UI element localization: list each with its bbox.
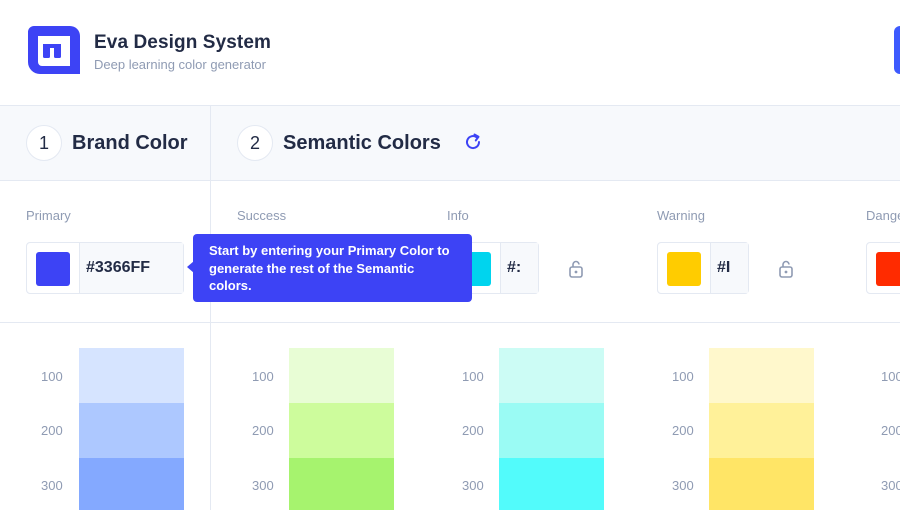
- step-number: 2: [237, 125, 273, 161]
- swatch-cell: [658, 243, 710, 293]
- primary-color-input[interactable]: #3366FF: [26, 242, 184, 294]
- shade-label-100: 100: [462, 369, 484, 384]
- warning-shade-200[interactable]: [709, 403, 814, 458]
- danger-swatch[interactable]: [876, 252, 900, 286]
- shade-label-200: 200: [672, 423, 694, 438]
- danger-color-input[interactable]: [866, 242, 900, 294]
- unlock-icon[interactable]: [778, 260, 794, 278]
- shade-label-200: 200: [252, 423, 274, 438]
- shade-label-300: 300: [881, 478, 900, 493]
- swatch-cell: [27, 243, 79, 293]
- column-label-danger: Dange: [866, 208, 900, 223]
- success-shade-300[interactable]: [289, 458, 394, 510]
- app-subtitle: Deep learning color generator: [94, 57, 266, 72]
- column-label-success: Success: [237, 208, 287, 223]
- success-shade-100[interactable]: [289, 348, 394, 403]
- column-divider: [210, 106, 211, 510]
- step-label: Brand Color: [72, 131, 188, 154]
- refresh-icon[interactable]: [462, 131, 484, 153]
- shade-label-300: 300: [672, 478, 694, 493]
- info-shade-100[interactable]: [499, 348, 604, 403]
- column-label-info: Info: [447, 208, 469, 223]
- shade-label-300: 300: [41, 478, 63, 493]
- shade-label-100: 100: [252, 369, 274, 384]
- shade-label-200: 200: [41, 423, 63, 438]
- swatch-cell: [867, 243, 900, 293]
- info-shade-200[interactable]: [499, 403, 604, 458]
- primary-shade-100[interactable]: [79, 348, 184, 403]
- app-header: Eva Design System Deep learning color ge…: [0, 0, 900, 106]
- tooltip-arrow: [187, 261, 194, 273]
- step-semantic-colors[interactable]: 2 Semantic Colors: [237, 125, 441, 161]
- shade-label-200: 200: [881, 423, 900, 438]
- steps-bar: 1 Brand Color 2 Semantic Colors: [0, 106, 900, 181]
- row-divider: [0, 322, 900, 323]
- shade-label-100: 100: [881, 369, 900, 384]
- primary-shade-300[interactable]: [79, 458, 184, 510]
- primary-hex-field[interactable]: #3366FF: [79, 243, 183, 293]
- shade-label-300: 300: [462, 478, 484, 493]
- warning-shade-300[interactable]: [709, 458, 814, 510]
- header-action-button[interactable]: [894, 26, 900, 74]
- step-number: 1: [26, 125, 62, 161]
- primary-shade-200[interactable]: [79, 403, 184, 458]
- shade-label-100: 100: [41, 369, 63, 384]
- shade-label-300: 300: [252, 478, 274, 493]
- eva-logo-icon[interactable]: [26, 24, 82, 76]
- column-label-warning: Warning: [657, 208, 705, 223]
- shade-label-100: 100: [672, 369, 694, 384]
- unlock-icon[interactable]: [568, 260, 584, 278]
- app-title: Eva Design System: [94, 32, 272, 53]
- warning-hex-field[interactable]: #I: [710, 243, 748, 293]
- warning-shade-100[interactable]: [709, 348, 814, 403]
- info-hex-field[interactable]: #:: [500, 243, 538, 293]
- warning-color-input[interactable]: #I: [657, 242, 749, 294]
- success-shade-200[interactable]: [289, 403, 394, 458]
- shade-label-200: 200: [462, 423, 484, 438]
- step-brand-color[interactable]: 1 Brand Color: [26, 125, 188, 161]
- step-label: Semantic Colors: [283, 131, 441, 154]
- column-label-primary: Primary: [26, 208, 71, 223]
- primary-swatch[interactable]: [36, 252, 70, 286]
- info-shade-300[interactable]: [499, 458, 604, 510]
- warning-swatch[interactable]: [667, 252, 701, 286]
- onboarding-tooltip: Start by entering your Primary Color to …: [193, 234, 472, 302]
